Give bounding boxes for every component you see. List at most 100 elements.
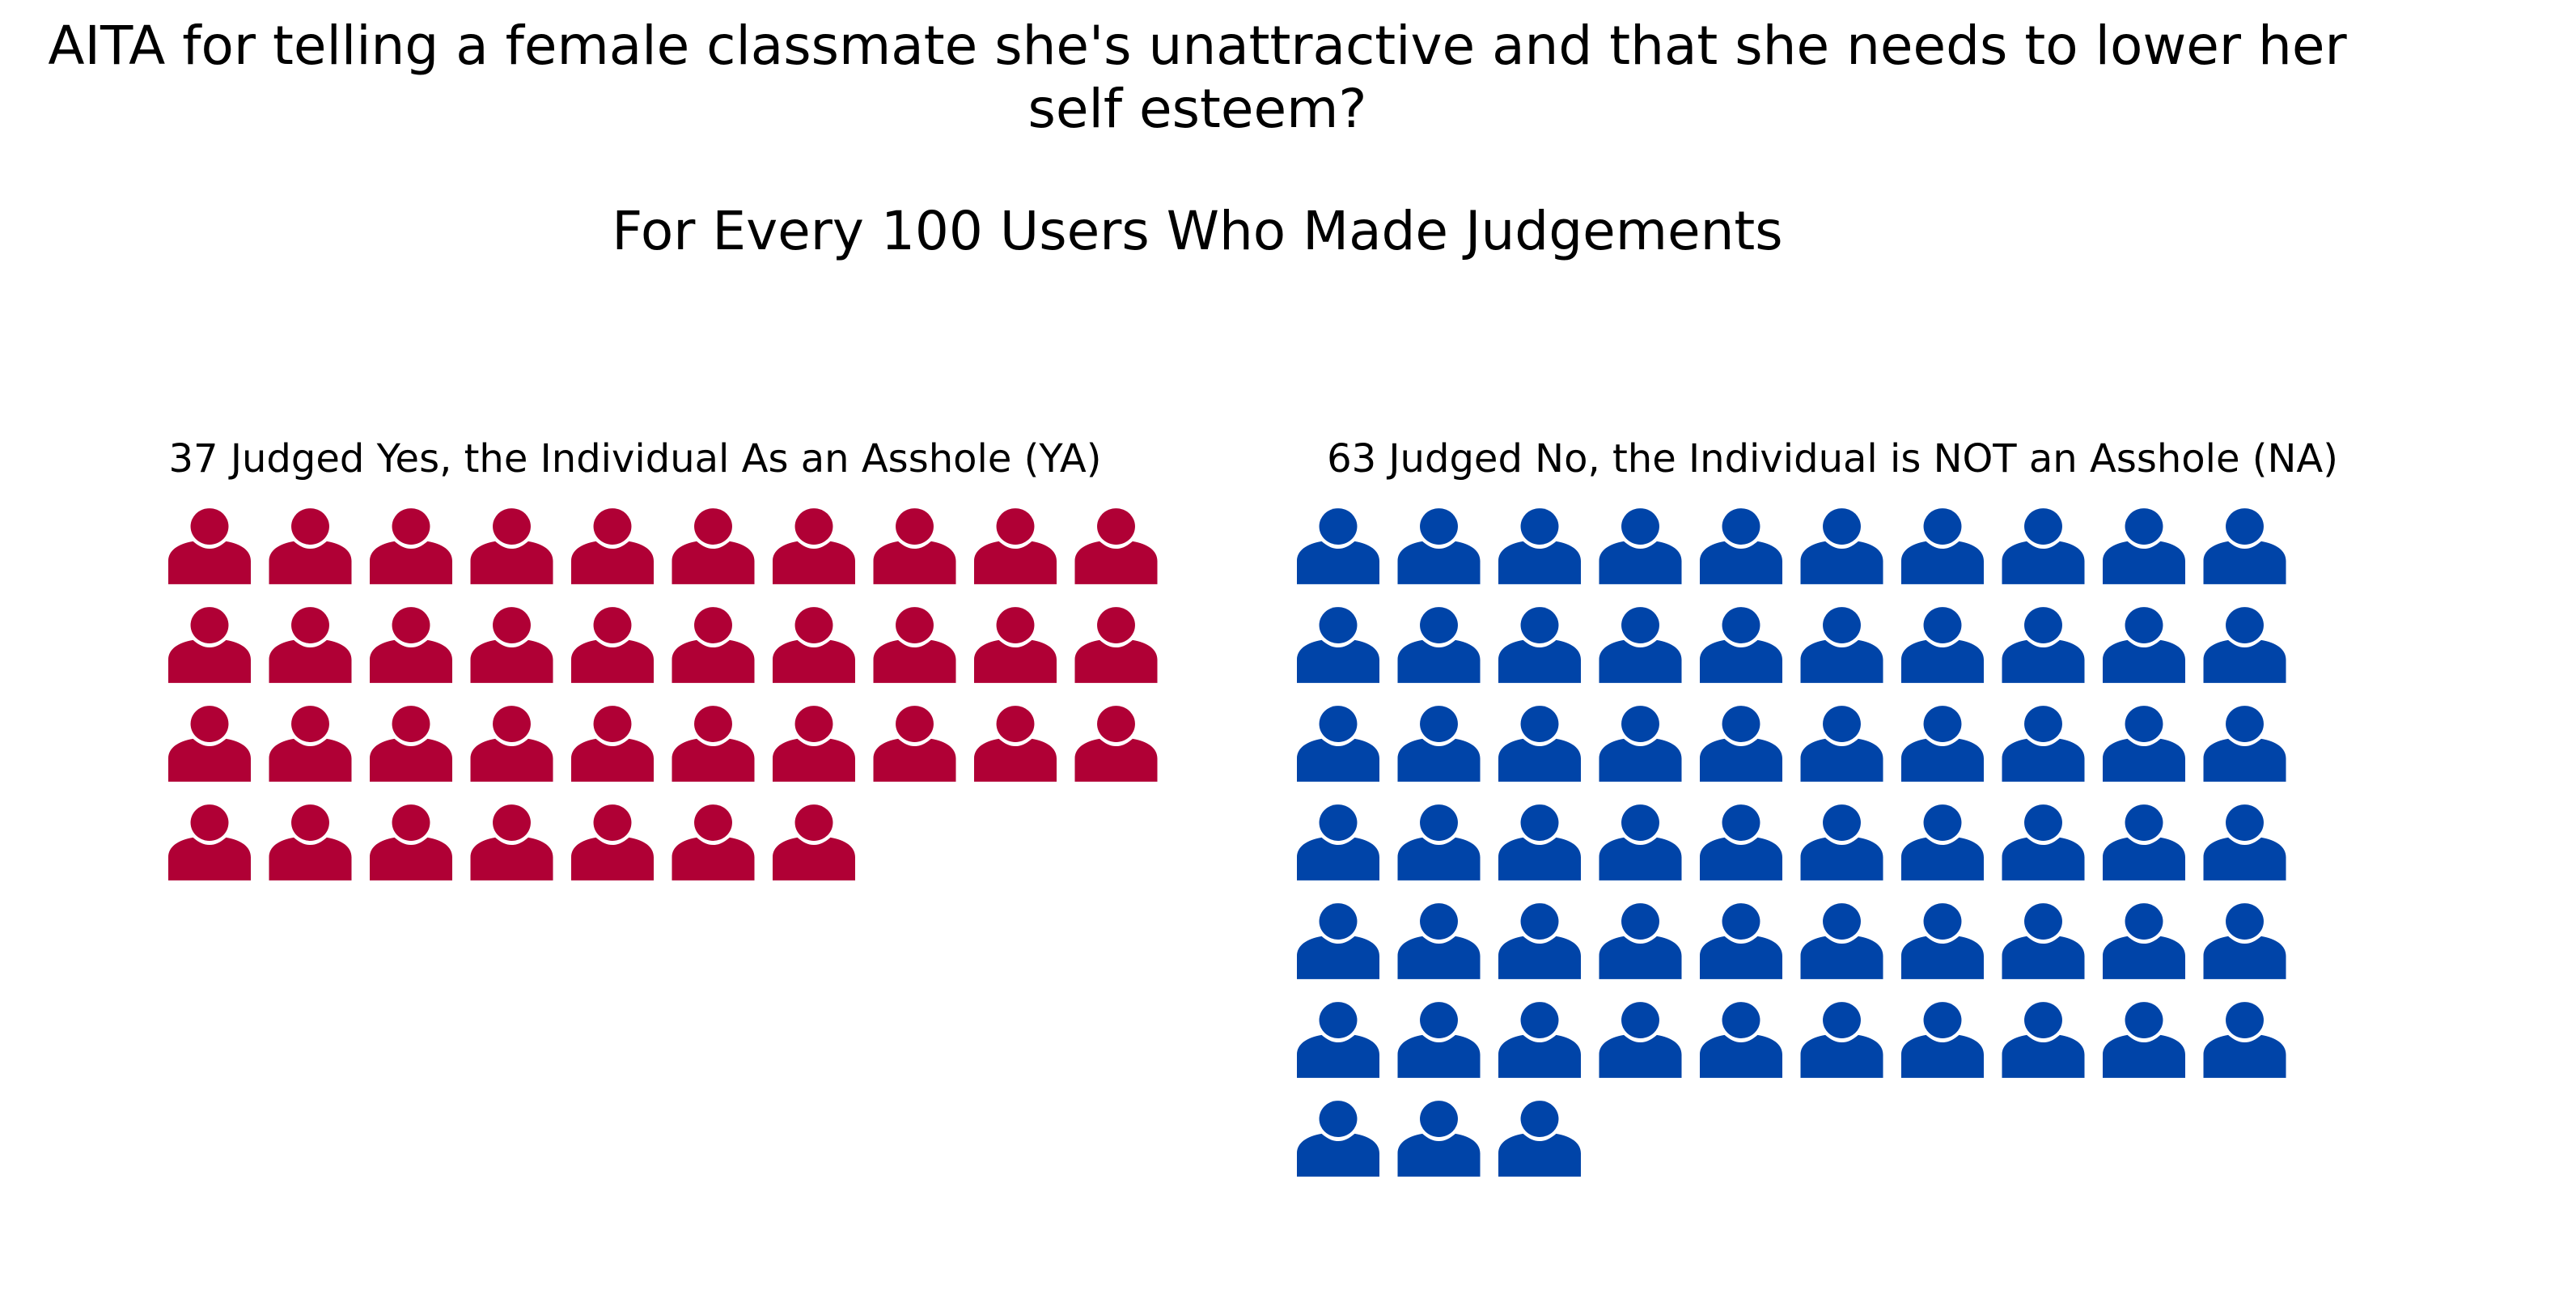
person-icon-ya	[773, 706, 855, 782]
person-icon-na	[1800, 706, 1883, 782]
panel-na: 63 Judged No, the Individual is NOT an A…	[1297, 436, 2338, 1177]
person-icon-ya	[672, 706, 755, 782]
person-icon-na	[2103, 903, 2185, 979]
person-icon-na	[1599, 607, 1682, 683]
person-icon-ya	[168, 706, 251, 782]
person-icon-na	[2203, 508, 2286, 584]
person-icon-na	[1498, 804, 1581, 881]
person-icon-na	[1297, 903, 1379, 979]
person-icon-na	[1800, 903, 1883, 979]
person-icon-na	[1498, 607, 1581, 683]
person-icon-na	[1297, 1101, 1379, 1177]
person-icon-ya	[974, 607, 1057, 683]
person-icon-ya	[571, 607, 654, 683]
person-icon-ya	[672, 607, 755, 683]
panel-ya: 37 Judged Yes, the Individual As an Assh…	[168, 436, 1158, 881]
person-icon-ya	[269, 508, 352, 584]
person-icon-na	[1397, 607, 1481, 683]
person-icon-na	[1498, 1002, 1581, 1078]
person-icon-na	[1700, 903, 1782, 979]
person-icon-ya	[873, 706, 956, 782]
person-icon-na	[1397, 706, 1481, 782]
person-icon-na	[1397, 1002, 1481, 1078]
person-icon-na	[1397, 1101, 1481, 1177]
person-icon-ya	[571, 804, 654, 881]
person-icon-na	[1800, 1002, 1883, 1078]
person-icon-ya	[370, 508, 452, 584]
person-icon-na	[2002, 508, 2085, 584]
person-icon-na	[1901, 508, 1984, 584]
person-icon-na	[1498, 1101, 1581, 1177]
person-icon-na	[1599, 1002, 1682, 1078]
person-icon-na	[2103, 1002, 2185, 1078]
person-icon-na	[2203, 903, 2286, 979]
person-icon-na	[1599, 804, 1682, 881]
person-icon-na	[2103, 508, 2185, 584]
icon-grid-na	[1297, 508, 2286, 1177]
person-icon-na	[1700, 607, 1782, 683]
panel-label-na: 63 Judged No, the Individual is NOT an A…	[1327, 436, 2338, 482]
person-icon-ya	[168, 508, 251, 584]
person-icon-ya	[370, 607, 452, 683]
person-icon-na	[2002, 607, 2085, 683]
person-icon-na	[1297, 607, 1379, 683]
person-icon-ya	[1074, 508, 1158, 584]
person-icon-na	[2002, 903, 2085, 979]
person-icon-na	[1901, 1002, 1984, 1078]
person-icon-ya	[269, 804, 352, 881]
person-icon-na	[1599, 706, 1682, 782]
person-icon-na	[1901, 804, 1984, 881]
person-icon-na	[1901, 903, 1984, 979]
chart-subtitle: For Every 100 Users Who Made Judgements	[612, 200, 1783, 262]
person-icon-na	[1397, 903, 1481, 979]
person-icon-ya	[773, 607, 855, 683]
person-icon-ya	[1074, 607, 1158, 683]
person-icon-ya	[873, 508, 956, 584]
person-icon-na	[2002, 804, 2085, 881]
panel-label-ya: 37 Judged Yes, the Individual As an Assh…	[168, 436, 1101, 482]
person-icon-ya	[470, 706, 553, 782]
person-icon-ya	[873, 607, 956, 683]
person-icon-na	[2203, 706, 2286, 782]
person-icon-na	[1800, 607, 1883, 683]
person-icon-na	[1297, 804, 1379, 881]
person-icon-ya	[773, 508, 855, 584]
person-icon-na	[1297, 508, 1379, 584]
person-icon-na	[1297, 706, 1379, 782]
icon-grid-ya	[168, 508, 1158, 881]
person-icon-na	[1397, 508, 1481, 584]
person-icon-na	[1800, 508, 1883, 584]
person-icon-ya	[672, 508, 755, 584]
person-icon-na	[1599, 508, 1682, 584]
person-icon-na	[1498, 903, 1581, 979]
person-icon-na	[2203, 607, 2286, 683]
person-icon-na	[1800, 804, 1883, 881]
person-icon-ya	[571, 706, 654, 782]
person-icon-ya	[470, 607, 553, 683]
person-icon-ya	[974, 508, 1057, 584]
person-icon-na	[1498, 706, 1581, 782]
person-icon-na	[2103, 607, 2185, 683]
person-icon-na	[2103, 804, 2185, 881]
person-icon-na	[1700, 1002, 1782, 1078]
person-icon-ya	[168, 607, 251, 683]
person-icon-na	[2002, 1002, 2085, 1078]
person-icon-na	[1700, 706, 1782, 782]
person-icon-ya	[370, 804, 452, 881]
person-icon-na	[1599, 903, 1682, 979]
person-icon-na	[1901, 706, 1984, 782]
person-icon-na	[1397, 804, 1481, 881]
person-icon-ya	[773, 804, 855, 881]
person-icon-na	[2203, 1002, 2286, 1078]
person-icon-ya	[1074, 706, 1158, 782]
person-icon-na	[1297, 1002, 1379, 1078]
chart-title: AITA for telling a female classmate she'…	[48, 15, 2347, 140]
person-icon-na	[1498, 508, 1581, 584]
person-icon-ya	[168, 804, 251, 881]
person-icon-ya	[470, 804, 553, 881]
person-icon-ya	[470, 508, 553, 584]
person-icon-ya	[672, 804, 755, 881]
person-icon-na	[2203, 804, 2286, 881]
person-icon-ya	[974, 706, 1057, 782]
